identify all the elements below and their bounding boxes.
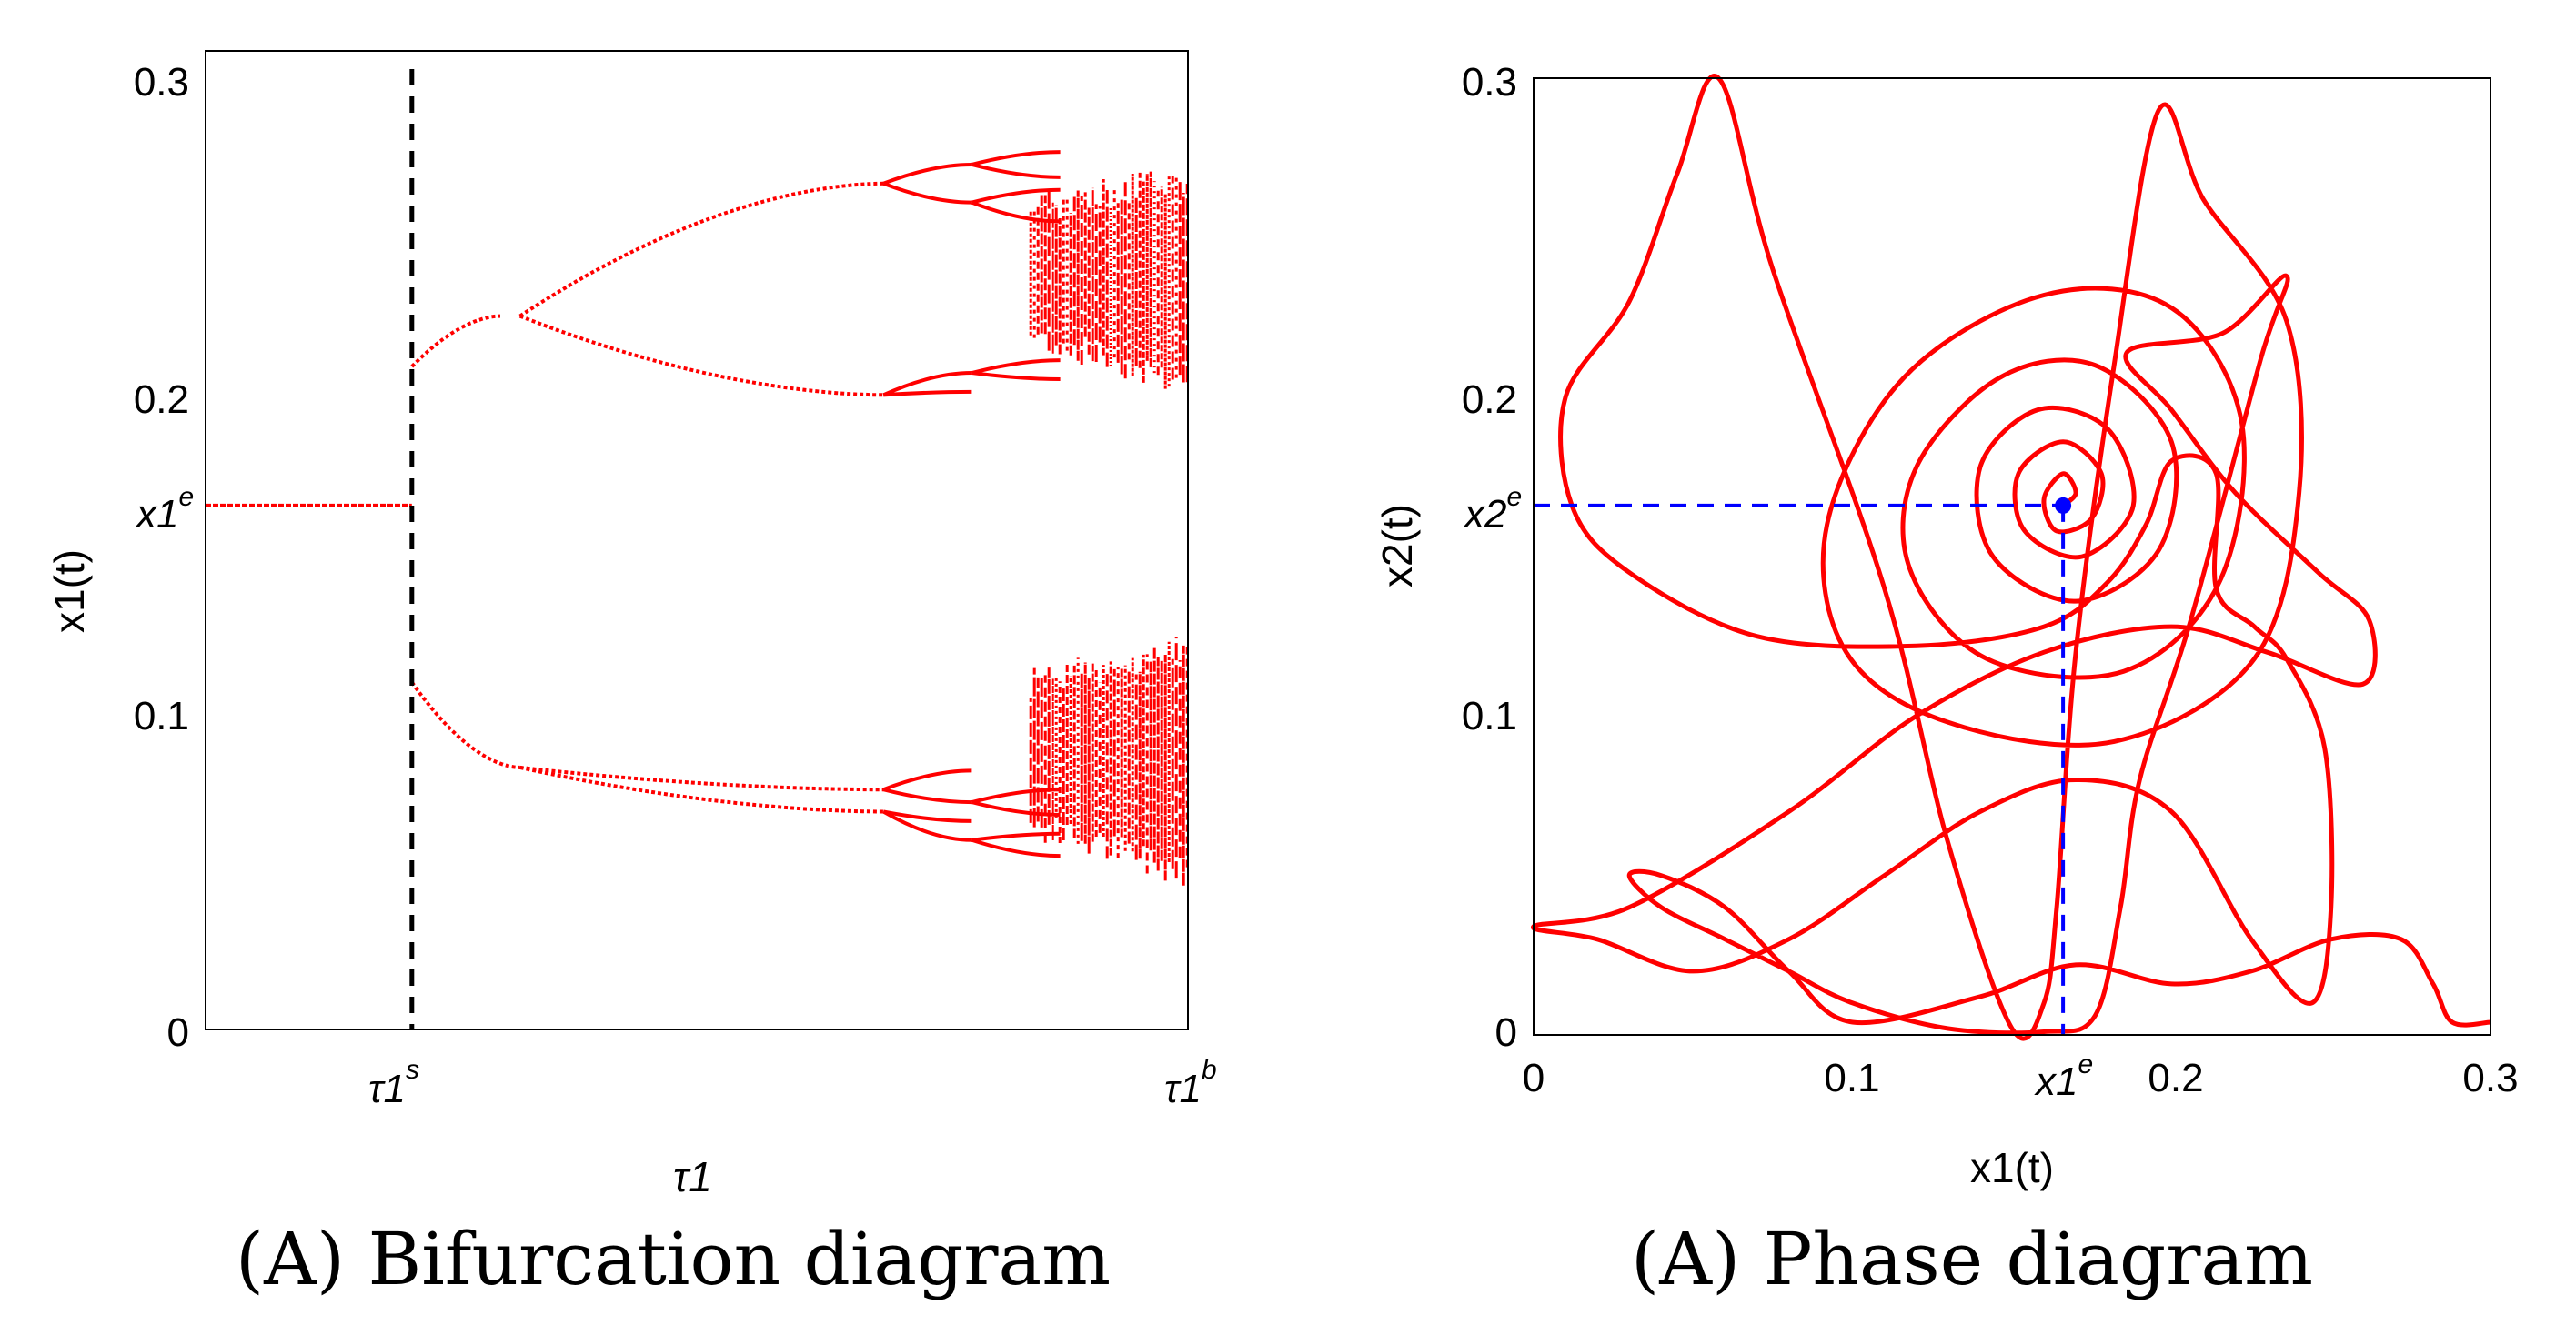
phase-plot-frame — [1533, 77, 2491, 1036]
bifurcation-branch — [519, 765, 884, 792]
bifurcation-branch — [410, 314, 500, 368]
phase-caption: (A) Phase diagram — [1631, 1217, 2313, 1301]
bifurcation-fork — [882, 181, 972, 205]
bifurcation-fork — [971, 163, 1061, 179]
phase-y-ticks: 0.3 0.2 0.1 0 — [1462, 60, 1517, 1055]
bifurcation-fork — [971, 788, 1061, 805]
bifurcation-branch — [518, 181, 884, 318]
bifurcation-fork — [971, 150, 1061, 166]
phase-xtick-label: 0.2 — [2148, 1056, 2203, 1100]
bifurcation-fork — [882, 809, 972, 823]
bifurcation-ytick-label: 0.2 — [134, 377, 189, 422]
phase-trajectory — [1531, 74, 2491, 1041]
bifurcation-fork — [971, 371, 1061, 381]
bifurcation-fork — [882, 371, 972, 397]
phase-xtick-label: 0 — [1523, 1056, 1545, 1100]
bifurcation-fork — [971, 200, 1061, 224]
bifurcation-branch — [519, 765, 884, 814]
bifurcation-fork — [882, 768, 972, 792]
bifurcation-equilibrium-label: x1e — [135, 482, 194, 537]
bifurcation-xtick-label: τ1b — [1164, 1055, 1217, 1111]
bifurcation-caption: (A) Bifurcation diagram — [236, 1217, 1111, 1301]
bifurcation-y-ticks: 0.3 0.2 0.1 0 — [134, 60, 189, 1055]
phase-ytick-label: 0.1 — [1462, 694, 1517, 738]
bifurcation-xtick-label: τ1s — [368, 1055, 419, 1111]
phase-y-axis-label: x2(t) — [1374, 504, 1421, 587]
phase-ytick-label: 0 — [1495, 1010, 1517, 1055]
bifurcation-data-layer — [206, 150, 1189, 886]
bifurcation-fork — [883, 389, 972, 397]
bifurcation-fork — [971, 831, 1061, 842]
bifurcation-y-axis-label: x1(t) — [45, 549, 93, 633]
bifurcation-ytick-label: 0.1 — [134, 694, 189, 738]
phase-ytick-label: 0.3 — [1462, 60, 1517, 105]
bifurcation-x-axis-label: τ1 — [673, 1153, 712, 1200]
bifurcation-branch — [410, 681, 520, 769]
phase-xtick-label: 0.3 — [2462, 1056, 2518, 1100]
bifurcation-fork — [882, 809, 972, 842]
bifurcation-branch — [518, 314, 884, 397]
bifurcation-fork — [882, 162, 972, 186]
phase-y-equilibrium-label: x2e — [1463, 482, 1522, 537]
phase-x-axis-label: x1(t) — [1970, 1144, 2054, 1191]
bifurcation-x-ticks: τ1s τ1b — [368, 1055, 1217, 1111]
phase-chart: 0.3 0.2 0.1 0 0 0.1 0.2 0.3 x1e x2e x1(t… — [1374, 60, 2519, 1301]
bifurcation-chart: 0.3 0.2 0.1 0 x1e τ1s τ1b τ1 x1(t) (A) B… — [45, 50, 1217, 1301]
phase-xtick-label: 0.1 — [1824, 1056, 1879, 1100]
bifurcation-fork — [971, 358, 1061, 375]
phase-ytick-label: 0.2 — [1462, 377, 1517, 422]
phase-guide-lines — [1534, 497, 2072, 1035]
phase-data-layer — [1531, 74, 2491, 1041]
bifurcation-fork — [971, 800, 1061, 817]
bifurcation-fork — [971, 838, 1061, 858]
equilibrium-point — [2055, 497, 2072, 514]
bifurcation-ytick-label: 0 — [167, 1010, 189, 1055]
bifurcation-fork — [882, 788, 972, 805]
bifurcation-plot-frame — [205, 50, 1189, 1030]
phase-x-ticks: 0 0.1 0.2 0.3 — [1523, 1056, 2519, 1100]
bifurcation-fork — [971, 187, 1061, 205]
phase-x-equilibrium-label: x1e — [2034, 1049, 2093, 1104]
bifurcation-ytick-label: 0.3 — [134, 60, 189, 105]
